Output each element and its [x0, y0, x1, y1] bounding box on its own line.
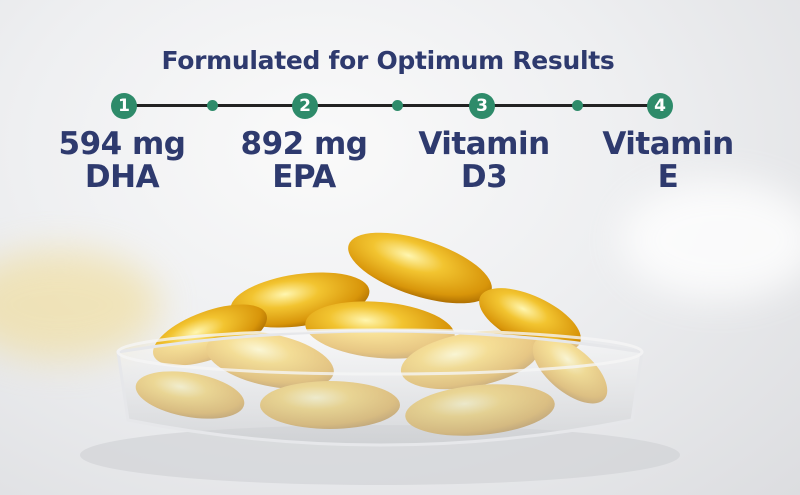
step-label-epa: 892 mg EPA: [214, 128, 394, 194]
label-line: Vitamin: [602, 126, 734, 162]
timeline-dot: [392, 100, 403, 111]
label-line: 892 mg: [240, 126, 369, 162]
timeline-dot: [572, 100, 583, 111]
step-label-vitamin-d3: Vitamin D3: [394, 128, 574, 194]
step-badge-1: 1: [111, 93, 137, 119]
label-line: E: [657, 159, 679, 195]
step-badge-3: 3: [469, 93, 495, 119]
label-line: D3: [460, 159, 508, 195]
step-badge-2: 2: [292, 93, 318, 119]
glass-dish: [116, 329, 644, 447]
page-title: Formulated for Optimum Results: [161, 46, 615, 75]
step-badge-4: 4: [647, 93, 673, 119]
timeline-dot: [207, 100, 218, 111]
label-line: Vitamin: [418, 126, 550, 162]
background-blur: [620, 180, 800, 300]
step-label-dha: 594 mg DHA: [32, 128, 212, 194]
label-line: DHA: [84, 159, 160, 195]
label-line: 594 mg: [58, 126, 187, 162]
step-label-vitamin-e: Vitamin E: [578, 128, 758, 194]
label-line: EPA: [272, 159, 336, 195]
background-blur: [0, 250, 160, 360]
